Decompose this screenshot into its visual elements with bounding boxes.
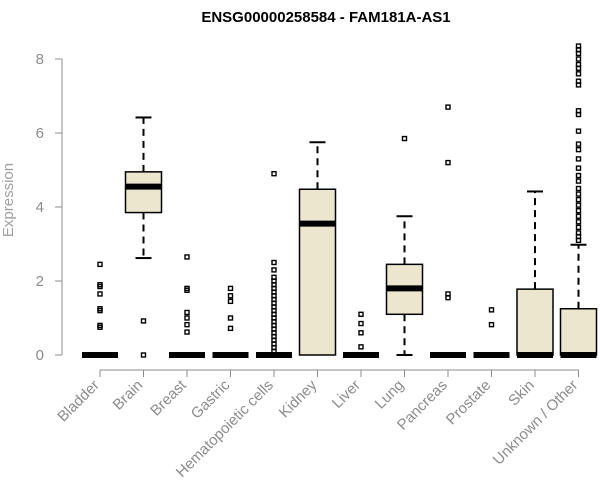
outlier-point [97,306,103,312]
x-tick-label: Prostate [443,377,495,429]
iqr-box [298,188,337,356]
outlier-point [575,156,582,162]
outlier-point [575,219,582,225]
outlier-point [227,325,234,332]
outlier-point [97,322,103,329]
outlier-point [575,172,582,179]
box-pancreas [430,104,466,358]
box-unknown-other [559,43,598,358]
outlier-point [97,291,103,297]
outlier-point [575,196,582,203]
box-liver [343,311,379,358]
outlier-point [271,274,277,280]
outlier-point [358,344,364,350]
outlier-point [227,298,234,305]
y-tick-label: 6 [36,125,44,142]
x-tick-label: Liver [329,377,364,412]
outlier-point [575,191,582,197]
x-tick-label: Bladder [54,377,103,426]
outlier-point [97,282,103,288]
outlier-point [358,311,364,317]
box-kidney [298,141,337,356]
outlier-point [575,224,582,231]
outlier-point [227,285,234,292]
box-breast [169,254,205,358]
box-brain [124,116,163,358]
outlier-point [184,254,190,260]
outlier-point [184,329,190,335]
outlier-point [575,146,582,153]
outlier-point [445,291,451,297]
outlier-point [575,165,582,171]
y-tick-label: 4 [36,199,44,216]
outlier-point [184,321,190,328]
box-prostate [473,307,510,358]
outlier-point [184,315,190,321]
outlier-point [575,108,582,114]
outlier-point [227,315,234,321]
outlier-point [140,318,147,324]
outlier-point [575,61,582,68]
outlier-point [575,56,582,62]
outlier-point [358,320,364,327]
outlier-point [575,202,582,208]
outlier-point [184,285,190,292]
x-tick-label: Lung [372,377,408,413]
outlier-point [575,213,582,219]
outlier-point [575,141,582,147]
outlier-point [488,321,495,328]
box-gastric [212,285,249,358]
outlier-point [271,267,277,273]
outlier-point [140,352,147,358]
outlier-point [401,135,408,142]
x-tick-label: Kidney [276,376,321,421]
outlier-point [575,43,582,49]
box-skin [516,190,554,358]
outlier-point [445,104,451,110]
iqr-box [124,171,163,214]
y-tick-label: 8 [36,51,44,68]
x-tick-label: Brain [110,377,147,414]
outlier-point [358,330,364,336]
outlier-point [575,178,582,184]
box-bladder [82,261,118,358]
outlier-point [445,159,451,166]
outlier-point [575,78,582,84]
outlier-point [488,307,495,313]
box-hematopoietic-cells [256,170,292,358]
y-tick-label: 2 [36,273,44,290]
x-tick-label: Breast [147,376,190,419]
iqr-box [516,288,554,356]
outlier-point [227,293,234,299]
box-lung [385,135,424,356]
outlier-point [575,128,582,134]
outlier-point [271,259,277,266]
y-tick-label: 0 [36,347,44,364]
outlier-point [271,170,277,177]
outlier-point [575,185,582,192]
chart-title: ENSG00000258584 - FAM181A-AS1 [201,9,450,26]
outlier-point [575,71,582,77]
plot-area [82,43,598,358]
iqr-box [559,308,598,356]
outlier-point [575,207,582,214]
y-axis-label: Expression [0,163,17,237]
outlier-point [184,309,190,316]
x-tick-label: Skin [505,377,538,410]
outlier-point [97,261,103,268]
outlier-point [575,230,582,236]
